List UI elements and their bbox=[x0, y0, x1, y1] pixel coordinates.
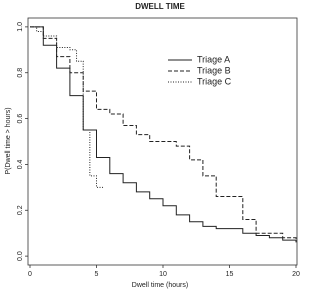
y-tick-label: 0.0 bbox=[17, 251, 24, 261]
legend-label: Triage B bbox=[197, 65, 231, 75]
y-axis-label: P(Dwell time > hours) bbox=[5, 107, 12, 174]
legend-label: Triage A bbox=[197, 54, 230, 64]
survival-line bbox=[30, 26, 104, 188]
legend-label: Triage C bbox=[197, 76, 232, 86]
x-tick-label: 5 bbox=[95, 271, 99, 278]
y-tick-label: 0.2 bbox=[17, 205, 24, 215]
survival-line bbox=[30, 26, 297, 241]
x-tick-label: 0 bbox=[28, 271, 32, 278]
x-tick-label: 15 bbox=[226, 271, 234, 278]
y-tick-label: 1.0 bbox=[17, 22, 24, 32]
plot-frame bbox=[27, 17, 298, 266]
x-tick-label: 20 bbox=[292, 271, 300, 278]
x-tick-label: 10 bbox=[159, 271, 167, 278]
chart-title: DWELL TIME bbox=[135, 2, 185, 11]
y-tick-label: 0.6 bbox=[17, 114, 24, 124]
survival-line bbox=[30, 26, 297, 243]
x-axis-label: Dwell time (hours) bbox=[132, 282, 188, 289]
y-tick-label: 0.4 bbox=[17, 159, 24, 169]
y-tick-label: 0.8 bbox=[17, 68, 24, 78]
chart: DWELL TIME Dwell time (hours) P(Dwell ti… bbox=[5, 2, 300, 289]
